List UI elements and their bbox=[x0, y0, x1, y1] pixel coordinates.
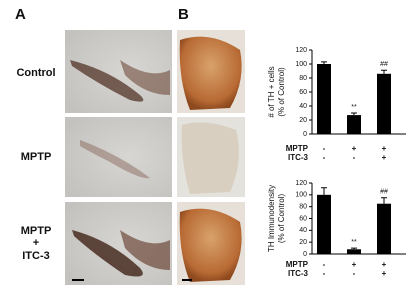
condition-sign: - bbox=[323, 153, 326, 162]
y-tick-label: 60 bbox=[299, 89, 307, 96]
bar bbox=[347, 115, 361, 134]
condition-sign: + bbox=[382, 153, 387, 162]
y-axis-label: (% of Control) bbox=[277, 193, 286, 243]
y-tick-label: 60 bbox=[299, 215, 307, 222]
image-detail bbox=[70, 60, 144, 102]
y-tick-label: 40 bbox=[299, 103, 307, 110]
bar bbox=[377, 73, 391, 134]
y-tick-label: 0 bbox=[303, 251, 307, 258]
panel-label: B bbox=[178, 6, 189, 23]
bar bbox=[317, 194, 331, 254]
condition-sign: + bbox=[382, 144, 387, 153]
condition-sign: - bbox=[353, 269, 356, 278]
y-tick-label: 0 bbox=[303, 131, 307, 138]
bar bbox=[377, 203, 391, 254]
bar bbox=[317, 64, 331, 134]
condition-sign: - bbox=[323, 260, 326, 269]
condition-sign: - bbox=[323, 144, 326, 153]
y-tick-label: 20 bbox=[299, 117, 307, 124]
y-tick-label: 20 bbox=[299, 239, 307, 246]
image bbox=[65, 117, 172, 197]
y-tick-label: 40 bbox=[299, 227, 307, 234]
error-bar bbox=[351, 112, 357, 116]
image-detail bbox=[120, 60, 170, 95]
panel-label: A bbox=[15, 6, 26, 23]
image-detail bbox=[120, 230, 170, 270]
significance: ## bbox=[380, 189, 388, 196]
image-detail bbox=[179, 208, 242, 282]
error-bar bbox=[321, 61, 327, 64]
image-detail bbox=[181, 122, 239, 194]
error-bar bbox=[351, 247, 357, 250]
condition-label: MPTP bbox=[286, 144, 309, 153]
y-axis-label: TH Immunodensity bbox=[267, 185, 276, 252]
condition-sign: - bbox=[353, 153, 356, 162]
micrographs bbox=[65, 30, 245, 285]
y-tick-label: 120 bbox=[295, 47, 307, 54]
row-label: ITC-3 bbox=[22, 250, 50, 262]
condition-label: ITC-3 bbox=[288, 269, 309, 278]
error-bar bbox=[381, 69, 387, 74]
image-detail bbox=[72, 230, 143, 277]
y-tick-label: 120 bbox=[295, 180, 307, 187]
bar bbox=[347, 249, 361, 254]
significance: ** bbox=[351, 104, 357, 111]
condition-sign: - bbox=[323, 269, 326, 278]
y-axis-label: (% of Control) bbox=[277, 67, 286, 117]
row-label: + bbox=[33, 237, 39, 249]
condition-sign: + bbox=[352, 144, 357, 153]
y-tick-label: 100 bbox=[295, 192, 307, 199]
y-tick-label: 100 bbox=[295, 61, 307, 68]
y-tick-label: 80 bbox=[299, 75, 307, 82]
y-tick-label: 80 bbox=[299, 204, 307, 211]
condition-sign: + bbox=[382, 269, 387, 278]
significance: ** bbox=[351, 239, 357, 246]
image-detail bbox=[80, 140, 150, 179]
significance: ## bbox=[380, 61, 388, 68]
error-bar bbox=[381, 197, 387, 204]
error-bar bbox=[321, 187, 327, 195]
condition-sign: + bbox=[352, 260, 357, 269]
condition-label: ITC-3 bbox=[288, 153, 309, 162]
condition-sign: + bbox=[382, 260, 387, 269]
row-label: MPTP bbox=[21, 225, 52, 237]
y-axis-label: # of TH + cells bbox=[267, 66, 276, 117]
row-label: Control bbox=[16, 67, 55, 79]
image-detail bbox=[179, 36, 242, 110]
row-label: MPTP bbox=[21, 151, 52, 163]
condition-label: MPTP bbox=[286, 260, 309, 269]
